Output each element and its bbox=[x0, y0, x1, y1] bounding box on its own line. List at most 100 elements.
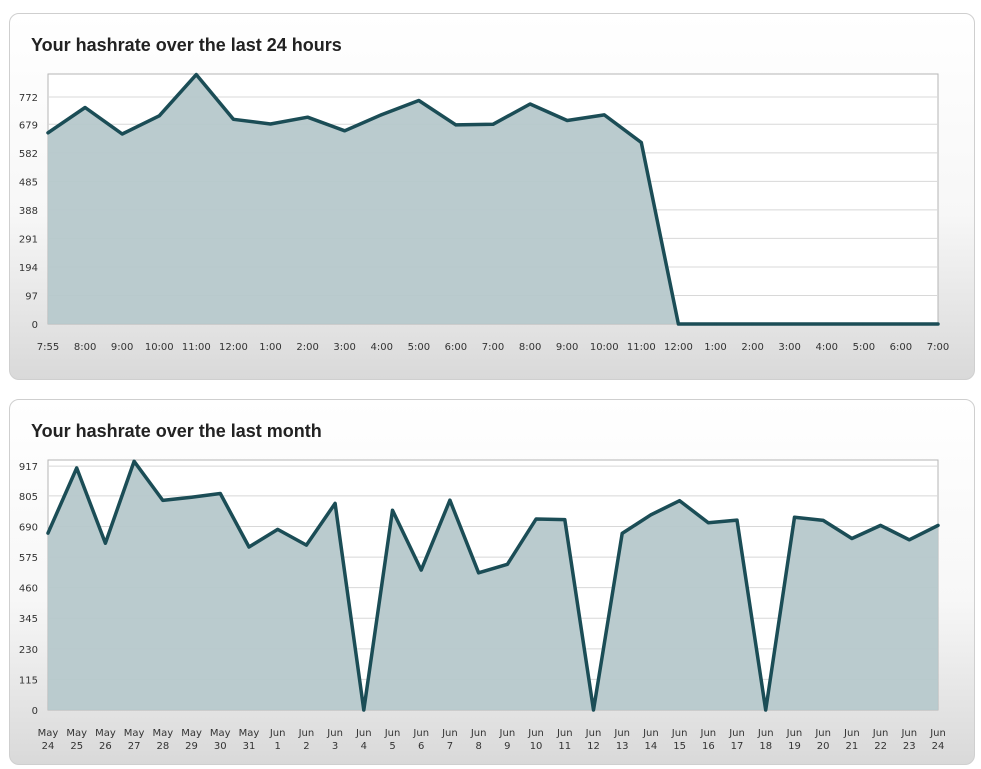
month-x-tick-label: Jun 15 bbox=[671, 728, 688, 752]
day-data-point bbox=[676, 322, 680, 326]
day-data-point bbox=[528, 102, 532, 106]
day-y-tick-label: 772 bbox=[19, 93, 38, 104]
month-data-point bbox=[333, 501, 337, 505]
month-data-point bbox=[419, 568, 423, 572]
month-y-tick-label: 0 bbox=[32, 706, 38, 717]
month-data-point bbox=[362, 708, 366, 712]
month-data-point bbox=[276, 527, 280, 531]
month-data-point bbox=[792, 515, 796, 519]
day-data-point bbox=[751, 322, 755, 326]
month-series-line bbox=[46, 459, 940, 712]
day-x-tick-label: 6:00 bbox=[445, 342, 467, 353]
month-data-point bbox=[391, 508, 395, 512]
day-x-tick-label: 1:00 bbox=[259, 342, 281, 353]
month-data-point bbox=[534, 517, 538, 521]
month-x-tick-label: Jun 9 bbox=[499, 728, 516, 752]
month-data-point bbox=[218, 492, 222, 496]
day-area-fill bbox=[48, 74, 938, 324]
month-data-point bbox=[936, 523, 940, 527]
day-x-tick-label: 6:00 bbox=[890, 342, 912, 353]
month-y-tick-label: 690 bbox=[19, 522, 38, 533]
month-x-tick-label: Jun 12 bbox=[585, 728, 602, 752]
month-data-point bbox=[907, 538, 911, 542]
day-data-point bbox=[899, 322, 903, 326]
month-x-tick-label: May 29 bbox=[181, 728, 202, 752]
month-x-tick-label: May 24 bbox=[38, 728, 59, 752]
month-x-tick-label: Jun 4 bbox=[355, 728, 372, 752]
day-x-tick-label: 2:00 bbox=[296, 342, 318, 353]
month-x-tick-label: Jun 22 bbox=[872, 728, 889, 752]
month-x-tick-label: Jun 18 bbox=[757, 728, 774, 752]
month-data-point bbox=[505, 562, 509, 566]
month-data-point bbox=[850, 536, 854, 540]
month-x-tick-label: Jun 23 bbox=[900, 728, 917, 752]
day-x-tick-label: 7:00 bbox=[482, 342, 504, 353]
month-data-point bbox=[678, 499, 682, 503]
month-y-tick-label: 115 bbox=[19, 675, 38, 686]
month-data-point bbox=[620, 531, 624, 535]
month-x-tick-label: May 27 bbox=[124, 728, 145, 752]
month-x-tick-label: Jun 10 bbox=[527, 728, 544, 752]
month-x-tick-label: Jun 16 bbox=[700, 728, 717, 752]
day-y-tick-label: 582 bbox=[19, 149, 38, 160]
day-data-point bbox=[157, 114, 161, 118]
day-x-tick-label: 7:55 bbox=[37, 342, 59, 353]
month-data-point bbox=[161, 498, 165, 502]
day-data-point bbox=[862, 322, 866, 326]
hashrate-month-chart: 0 115 230 345 460 575 690 805 917 May 24 May 25 May 26… bbox=[19, 459, 946, 752]
month-data-point bbox=[706, 521, 710, 525]
month-x-tick-label: May 28 bbox=[152, 728, 173, 752]
month-x-tick-label: May 25 bbox=[66, 728, 87, 752]
chart-title-month: Your hashrate over the last month bbox=[31, 421, 322, 441]
day-x-tick-label: 1:00 bbox=[704, 342, 726, 353]
month-data-point bbox=[735, 518, 739, 522]
day-x-tick-label: 10:00 bbox=[590, 342, 619, 353]
day-x-tick-label: 12:00 bbox=[664, 342, 693, 353]
month-data-point bbox=[764, 708, 768, 712]
month-data-point bbox=[649, 513, 653, 517]
day-x-tick-label: 12:00 bbox=[219, 342, 248, 353]
day-x-tick-label: 5:00 bbox=[853, 342, 875, 353]
month-x-tick-label: May 31 bbox=[239, 728, 260, 752]
day-data-point bbox=[231, 117, 235, 121]
day-data-point bbox=[714, 322, 717, 326]
month-y-tick-label: 805 bbox=[19, 492, 38, 503]
month-data-point bbox=[821, 518, 825, 522]
month-data-point bbox=[46, 531, 50, 535]
day-x-tick-label: 4:00 bbox=[371, 342, 393, 353]
day-y-tick-label: 388 bbox=[19, 206, 38, 217]
month-x-tick-label: Jun 14 bbox=[642, 728, 659, 752]
month-x-tick-label: Jun 13 bbox=[613, 728, 630, 752]
day-x-tick-label: 7:00 bbox=[927, 342, 949, 353]
month-x-tick-label: May 30 bbox=[210, 728, 231, 752]
month-data-point bbox=[304, 543, 308, 547]
month-x-tick-label: Jun 5 bbox=[384, 728, 401, 752]
day-x-tick-label: 11:00 bbox=[627, 342, 656, 353]
day-x-tick-label: 3:00 bbox=[333, 342, 355, 353]
month-data-point bbox=[879, 523, 883, 527]
day-data-point bbox=[269, 122, 272, 126]
hashrate-24h-panel: Your hashrate over the last 24 hours 0 97… bbox=[9, 13, 975, 380]
day-x-tick-label: 3:00 bbox=[778, 342, 800, 353]
month-x-tick-label: Jun 24 bbox=[929, 728, 946, 752]
month-x-tick-label: Jun 3 bbox=[326, 728, 343, 752]
month-data-point bbox=[132, 459, 136, 463]
month-x-tick-label: May 26 bbox=[95, 728, 116, 752]
month-data-point bbox=[190, 495, 194, 499]
day-x-tick-label: 10:00 bbox=[145, 342, 174, 353]
hashrate-24h-chart: 0 97 194 291 388 485 582 679 772 7:55 8:00 9:00 10:0… bbox=[19, 72, 949, 353]
day-data-point bbox=[83, 106, 87, 110]
month-y-tick-label: 345 bbox=[19, 614, 38, 625]
day-x-tick-label: 4:00 bbox=[816, 342, 838, 353]
day-data-point bbox=[417, 98, 421, 102]
day-data-point bbox=[602, 113, 606, 117]
day-data-point bbox=[936, 322, 940, 326]
day-data-point bbox=[788, 322, 792, 326]
day-x-tick-label: 9:00 bbox=[556, 342, 578, 353]
day-x-tick-label: 2:00 bbox=[741, 342, 763, 353]
day-data-point bbox=[380, 113, 384, 117]
day-data-point bbox=[491, 122, 495, 126]
day-x-tick-label: 8:00 bbox=[74, 342, 96, 353]
month-x-tick-label: Jun 19 bbox=[786, 728, 803, 752]
day-y-tick-label: 679 bbox=[19, 120, 38, 131]
